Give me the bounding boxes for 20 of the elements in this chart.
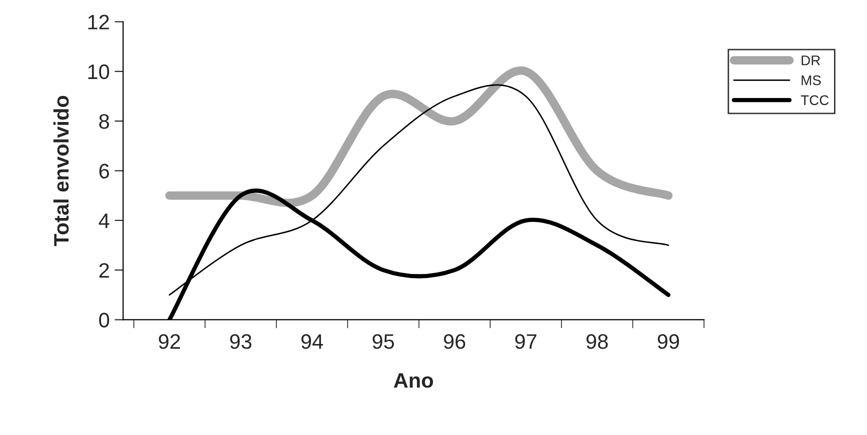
x-tick-label: 95 [372, 334, 394, 349]
y-tick-label: 4 [98, 214, 110, 228]
y-tick-label: 0 [99, 312, 110, 328]
legend-label: DR [802, 56, 820, 66]
x-tick-label: 93 [230, 334, 252, 349]
y-tick-label: 2 [99, 263, 109, 278]
legend-label: TCC [800, 95, 829, 106]
x-tick-label: 99 [658, 334, 679, 349]
x-tick-label: 98 [586, 334, 608, 349]
x-tick-label: 97 [515, 334, 536, 349]
x-tick-label: 96 [444, 334, 466, 349]
y-tick-label: 10 [88, 64, 110, 80]
y-tick-label: 6 [99, 164, 110, 178]
y-tick-label: 8 [99, 114, 110, 129]
y-tick-label: 12 [88, 14, 109, 30]
legend-label: MS [802, 75, 821, 86]
y-axis-title: Total envolvido [53, 96, 69, 246]
x-axis-title: Ano [394, 373, 433, 388]
x-tick-label: 92 [158, 334, 180, 349]
x-tick-label: 94 [301, 334, 323, 349]
